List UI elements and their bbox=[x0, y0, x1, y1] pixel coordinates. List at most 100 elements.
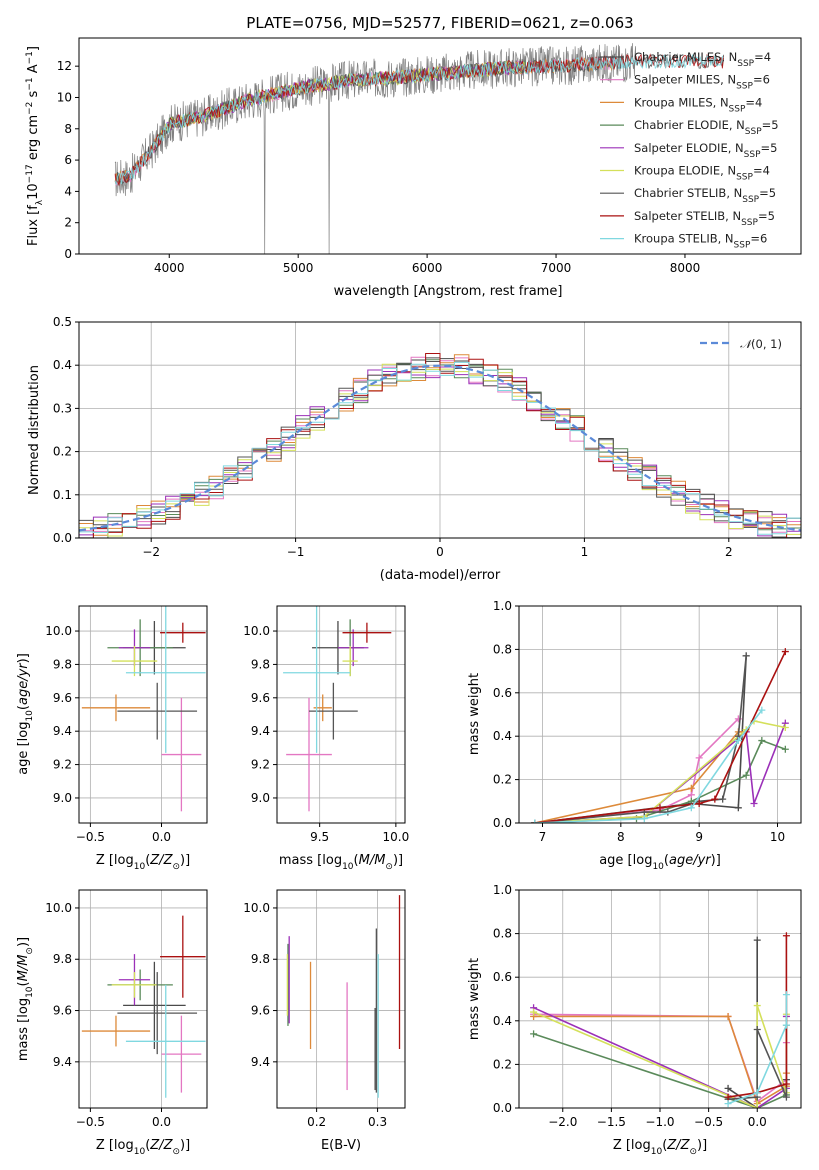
label-part: SSP bbox=[741, 218, 758, 228]
label-part: −2 bbox=[25, 102, 35, 115]
axes-frame bbox=[518, 605, 802, 824]
label-part: 10 bbox=[25, 710, 35, 722]
y-axis-label: mass [log10(M/M⊙)] bbox=[16, 937, 35, 1061]
axes-frame bbox=[276, 605, 406, 824]
label-part: Z/Z bbox=[149, 853, 173, 868]
y-tick-label: 9.6 bbox=[53, 691, 72, 705]
label-part: Z/Z bbox=[666, 1138, 690, 1153]
label-part: ( bbox=[145, 1138, 150, 1153]
model-fit-line bbox=[114, 54, 724, 185]
x-tick-label: 6000 bbox=[412, 261, 443, 275]
mass-weight-marker bbox=[753, 1002, 761, 1010]
y-tick-label: 9.8 bbox=[251, 657, 270, 671]
label-part: Salpeter ELODIE, N bbox=[634, 141, 744, 155]
y-tick-label: 1.0 bbox=[493, 883, 512, 897]
mass-weight-marker bbox=[742, 652, 750, 660]
x-axis-label: Z [log10(Z/Z⊙)] bbox=[613, 1138, 707, 1157]
label-part: 10 bbox=[342, 862, 354, 872]
normal-curve bbox=[79, 364, 801, 532]
y-tick-label: 9.6 bbox=[251, 691, 270, 705]
label-part: SSP bbox=[734, 241, 751, 251]
axes-frame bbox=[78, 321, 802, 539]
label-part: )] bbox=[16, 937, 31, 947]
label-part: M/M bbox=[359, 853, 386, 868]
mass-weight-marker bbox=[753, 1026, 761, 1034]
label-part: ( bbox=[662, 1138, 667, 1153]
x-tick-label: 1 bbox=[581, 545, 589, 559]
label-part: ⊙ bbox=[172, 1147, 180, 1157]
x-tick-label: 10.0 bbox=[382, 830, 409, 844]
label-part: age [log bbox=[16, 722, 31, 775]
mass-weight-marker bbox=[782, 1080, 790, 1088]
x-tick-label: −1.5 bbox=[597, 1115, 626, 1129]
label-part: SSP bbox=[736, 173, 753, 183]
x-axis-label: (data-model)/error bbox=[380, 568, 501, 583]
label-part: SSP bbox=[744, 150, 761, 160]
y-axis-label: mass weight bbox=[467, 673, 482, 755]
mass-weight-marker bbox=[758, 737, 766, 745]
label-part: )] bbox=[180, 853, 190, 868]
y-tick-label: 9.2 bbox=[53, 758, 72, 772]
label-part: ( bbox=[354, 853, 359, 868]
x-axis-label: wavelength [Angstrom, rest frame] bbox=[334, 284, 563, 299]
label-part: )] bbox=[697, 1138, 707, 1153]
y-tick-label: 9.4 bbox=[251, 1055, 270, 1069]
y-tick-label: 0.8 bbox=[493, 927, 512, 941]
label-part: λ bbox=[35, 199, 45, 205]
label-part: Chabrier STELIB, N bbox=[634, 186, 742, 200]
mass-weight-marker bbox=[719, 795, 727, 803]
axes-age_vs_mass: 9.5 10.0 9.0 9.2 9.4 9.6 9.8 10.0 mass [log10(M/… bbox=[243, 605, 409, 872]
x-tick-label: 4000 bbox=[154, 261, 185, 275]
y-tick-label: 0.0 bbox=[53, 531, 72, 545]
label-part: ( bbox=[16, 705, 31, 710]
label-part: Chabrier MILES, N bbox=[634, 50, 737, 64]
mass-weight-marker bbox=[530, 1008, 538, 1016]
axes-spectrum: 4000 5000 6000 7000 8000 0 2 4 6 8 10 12 wavelength … bbox=[25, 37, 802, 299]
axes-frame bbox=[518, 889, 802, 1109]
x-tick-label: 9.5 bbox=[310, 830, 329, 844]
label-part: =4 bbox=[754, 50, 771, 64]
y-tick-label: 0.1 bbox=[53, 488, 72, 502]
label-part: =5 bbox=[762, 118, 779, 132]
plot-area-mass_vs_ebv bbox=[286, 895, 401, 1098]
mass-weight-marker bbox=[753, 1104, 761, 1108]
legend-entry: Kroupa MILES, NSSP=4 bbox=[634, 95, 762, 114]
legend-entry: 𝒩(0, 1) bbox=[740, 337, 782, 351]
mass-weight-marker bbox=[724, 1093, 732, 1101]
label-part: Z [log bbox=[96, 853, 134, 868]
axes-frame bbox=[78, 37, 802, 255]
mass-weight-marker bbox=[711, 795, 719, 803]
x-tick-label: 7 bbox=[539, 830, 547, 844]
mass-weight-marker bbox=[782, 1021, 790, 1029]
label-part: SSP bbox=[736, 82, 753, 92]
axes-frame bbox=[276, 889, 406, 1109]
y-axis-label: Flux [fλ10−17 erg cm−2 s−1 A−1] bbox=[25, 46, 45, 246]
label-part: wavelength [Angstrom, rest frame] bbox=[334, 284, 563, 299]
y-axis-label: Normed distribution bbox=[27, 365, 42, 495]
label-part: ⊙ bbox=[385, 862, 393, 872]
label-part: −1 bbox=[25, 51, 35, 64]
y-tick-label: 0.6 bbox=[493, 686, 512, 700]
x-tick-label: −0.5 bbox=[76, 830, 105, 844]
y-tick-label: 0.2 bbox=[53, 445, 72, 459]
y-tick-label: 2 bbox=[64, 216, 72, 230]
axes-mass_vs_ebv: 0.2 0.3 9.4 9.6 9.8 10.0 E(B-V) bbox=[243, 889, 406, 1153]
figure-title: PLATE=0756, MJD=52577, FIBERID=0621, z=0… bbox=[246, 14, 633, 32]
plot-area-weight_vs_Z bbox=[530, 932, 790, 1108]
legend-entry: Salpeter STELIB, NSSP=5 bbox=[634, 209, 775, 228]
x-tick-label: −1.0 bbox=[645, 1115, 674, 1129]
label-part: =5 bbox=[761, 141, 778, 155]
label-part: Z [log bbox=[613, 1138, 651, 1153]
label-part: =5 bbox=[758, 209, 775, 223]
x-tick-label: −1 bbox=[287, 545, 305, 559]
mass-weight-marker bbox=[750, 799, 758, 807]
y-tick-label: 0.2 bbox=[493, 773, 512, 787]
label-part: ⊙ bbox=[689, 1147, 697, 1157]
x-tick-label: 8 bbox=[617, 830, 625, 844]
mass-weight-marker bbox=[724, 1100, 732, 1108]
label-part: age [log bbox=[599, 853, 652, 868]
label-part: age/yr bbox=[16, 662, 31, 705]
label-part: 10 bbox=[134, 862, 146, 872]
